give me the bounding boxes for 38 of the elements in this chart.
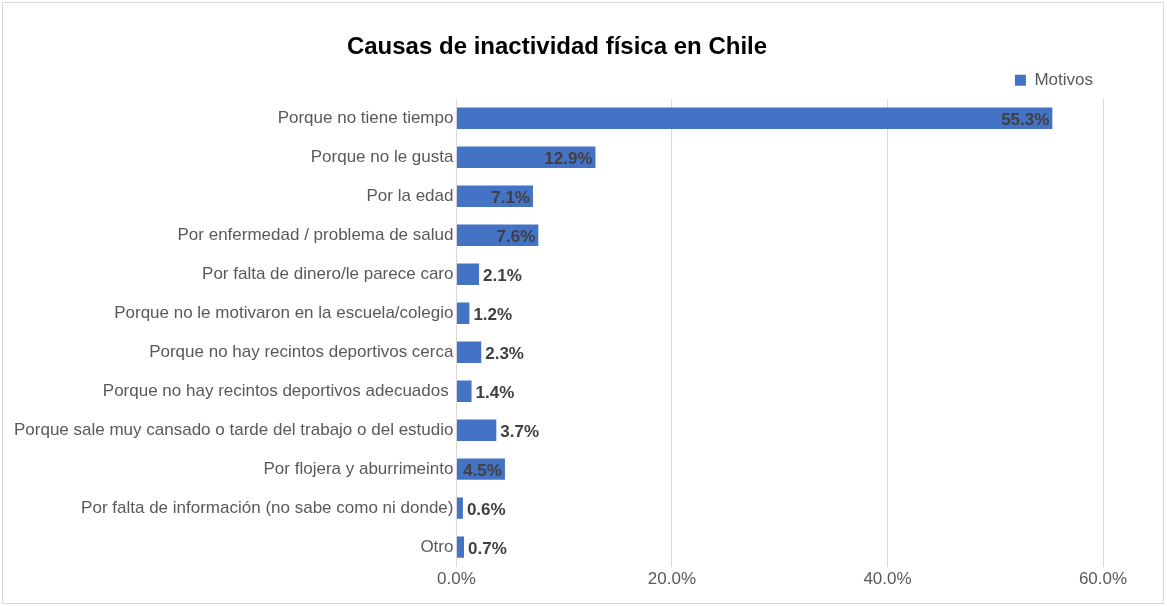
data-label: 0.6% — [466, 499, 506, 519]
bar — [456, 263, 480, 285]
y-tick-label: Por la edad — [366, 185, 454, 205]
data-label: 55.3% — [1001, 109, 1050, 129]
data-label: 1.2% — [473, 304, 513, 324]
data-label: 4.5% — [463, 460, 502, 480]
data-label: 0.7% — [467, 538, 507, 558]
y-tick-label: Por flojera y aburrimeinto — [263, 458, 454, 478]
bar — [456, 302, 470, 324]
y-tick-label: Por falta de dinero/le parece caro — [202, 263, 454, 283]
y-tick-label: Porque no le gusta — [310, 146, 454, 166]
bar — [456, 536, 464, 558]
bar — [456, 341, 482, 363]
bar — [456, 107, 1053, 130]
x-tick-label: 60.0% — [1078, 569, 1128, 589]
y-tick-label: Por enfermedad / problema de salud — [177, 224, 454, 244]
y-tick-label: Porque sale muy cansado o tarde del trabajo o del estudio — [14, 419, 454, 439]
data-label: 7.6% — [496, 226, 536, 246]
data-label: 1.4% — [475, 382, 515, 402]
data-label: 2.3% — [485, 343, 524, 363]
x-tick-label: 40.0% — [863, 569, 912, 589]
x-tick-label: 0.0% — [437, 569, 476, 589]
y-tick-label: Porque no tiene tiempo — [277, 107, 454, 127]
chart-title: Causas de inactividad física en Chile — [346, 32, 768, 60]
data-label: 2.1% — [483, 265, 522, 285]
data-label: 12.9% — [544, 148, 593, 168]
bar — [456, 380, 472, 402]
legend-label: Motivos — [1034, 69, 1094, 89]
bar — [456, 419, 497, 441]
y-tick-label: Porque no hay recintos deportivos adecuados — [102, 380, 454, 400]
y-tick-label: Porque no hay recintos deportivos cerca — [149, 341, 454, 361]
y-tick-label: Porque no le motivaron en la escuela/colegio — [114, 302, 454, 322]
bar — [456, 497, 463, 519]
y-tick-label: Por falta de información (no sabe como ni donde) — [81, 497, 454, 517]
data-label: 3.7% — [500, 421, 540, 441]
y-tick-label: Otro — [420, 536, 454, 556]
data-label: 7.1% — [491, 187, 530, 207]
x-tick-label: 20.0% — [647, 569, 697, 589]
